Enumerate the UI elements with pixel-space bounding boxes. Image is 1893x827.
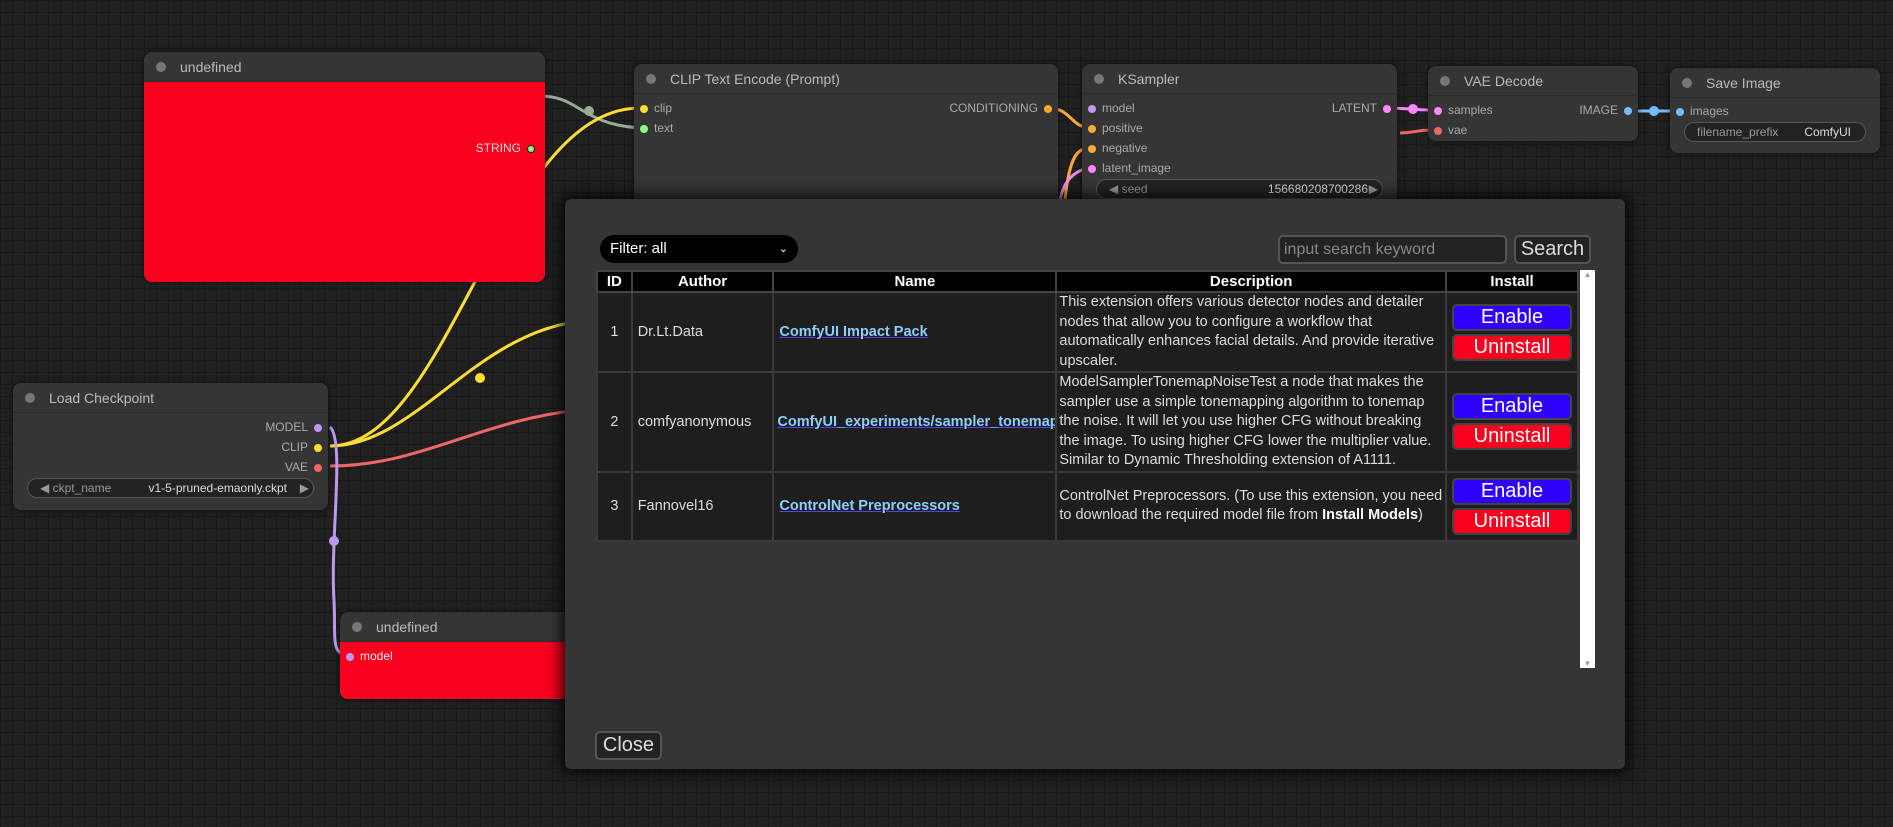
cell-id: 2: [596, 371, 633, 473]
node-title: undefined: [340, 612, 580, 642]
cell-install: Enable Uninstall: [1444, 371, 1580, 473]
ckpt-name-widget[interactable]: ◀ ckpt_name v1-5-pruned-emaonly.ckpt ▶: [27, 478, 314, 498]
node-title: CLIP Text Encode (Prompt): [634, 64, 1058, 94]
node-clip-text-encode[interactable]: CLIP Text Encode (Prompt) clip text COND…: [634, 64, 1058, 214]
cell-install: Enable Uninstall: [1444, 291, 1580, 373]
input-positive[interactable]: positive: [1082, 120, 1143, 136]
slot-dot-icon: [1088, 104, 1096, 113]
column-author: Author: [630, 270, 775, 293]
enable-button[interactable]: Enable: [1451, 393, 1572, 421]
slot-dot-icon: [1088, 144, 1096, 153]
node-vae-decode[interactable]: VAE Decode samples vae IMAGE: [1428, 66, 1638, 141]
cell-description: ModelSamplerTonemapNoiseTest a node that…: [1055, 371, 1447, 473]
node-undefined-top[interactable]: undefined STRING: [144, 52, 545, 282]
extension-link[interactable]: ControlNet Preprocessors: [772, 470, 1058, 542]
cell-description: This extension offers various detector n…: [1055, 291, 1447, 373]
slot-dot-icon: [1088, 164, 1096, 173]
slot-dot-icon: [314, 443, 322, 452]
cell-description: ControlNet Preprocessors. (To use this e…: [1055, 470, 1447, 542]
table-row: 2 comfyanonymous ComfyUI_experiments/sam…: [596, 371, 1580, 473]
node-title: undefined: [144, 52, 545, 82]
slot-dot-icon: [346, 652, 354, 661]
column-install: Install: [1444, 270, 1580, 293]
input-images[interactable]: images: [1670, 103, 1729, 119]
slot-dot-icon: [1044, 104, 1052, 113]
output-latent[interactable]: LATENT: [1332, 100, 1397, 116]
slot-dot-icon: [1088, 124, 1096, 133]
node-title: Load Checkpoint: [13, 383, 328, 413]
filename-prefix-widget[interactable]: filename_prefix ComfyUI: [1684, 122, 1866, 142]
scroll-up-icon[interactable]: ▲: [1583, 270, 1592, 279]
input-text[interactable]: text: [634, 120, 673, 136]
cell-author: Dr.Lt.Data: [630, 291, 775, 373]
output-conditioning[interactable]: CONDITIONING: [949, 100, 1058, 116]
column-description: Description: [1055, 270, 1447, 293]
search-button[interactable]: Search: [1514, 235, 1591, 264]
node-title: VAE Decode: [1428, 66, 1638, 96]
seed-widget[interactable]: ◀ seed 156680208700286 ▶: [1096, 179, 1383, 199]
custom-nodes-dialog: Filter: all ⌄ input search keyword Search…: [565, 199, 1625, 769]
search-input[interactable]: input search keyword: [1278, 235, 1507, 264]
input-negative[interactable]: negative: [1082, 140, 1147, 156]
slot-dot-icon: [1434, 126, 1442, 135]
node-title: Save Image: [1670, 68, 1880, 98]
column-id: ID: [596, 270, 633, 293]
slot-dot-icon: [1624, 106, 1632, 115]
slot-dot-icon: [640, 104, 648, 113]
slot-dot-icon: [1676, 107, 1684, 116]
filter-select[interactable]: Filter: all ⌄: [600, 235, 798, 263]
column-name: Name: [772, 270, 1058, 293]
cell-install: Enable Uninstall: [1444, 470, 1580, 542]
install-models-link[interactable]: Install Models: [1322, 507, 1419, 523]
input-clip[interactable]: clip: [634, 100, 672, 116]
input-vae[interactable]: vae: [1428, 122, 1467, 138]
output-vae[interactable]: VAE: [285, 459, 328, 475]
input-model[interactable]: model: [1082, 100, 1135, 116]
scroll-down-icon[interactable]: ▼: [1583, 659, 1592, 668]
extensions-table: ID Author Name Description Install 1 Dr.…: [596, 270, 1580, 542]
chevron-down-icon: ⌄: [778, 243, 788, 255]
table-scrollbar[interactable]: ▲ ▼: [1580, 270, 1595, 668]
uninstall-button[interactable]: Uninstall: [1451, 423, 1572, 451]
output-clip[interactable]: CLIP: [281, 439, 328, 455]
arrow-right-icon[interactable]: ▶: [299, 481, 309, 495]
enable-button[interactable]: Enable: [1451, 477, 1572, 505]
node-ksampler[interactable]: KSampler model positive negative latent_…: [1082, 64, 1397, 214]
output-image[interactable]: IMAGE: [1579, 102, 1638, 118]
enable-button[interactable]: Enable: [1451, 303, 1572, 331]
arrow-right-icon[interactable]: ▶: [1368, 182, 1378, 196]
table-row: 3 Fannovel16 ControlNet Preprocessors Co…: [596, 470, 1580, 542]
slot-dot-icon: [1434, 106, 1442, 115]
slot-dot-icon: [314, 423, 322, 432]
slot-dot-icon: [640, 124, 648, 133]
table-header: ID Author Name Description Install: [596, 270, 1580, 293]
close-button[interactable]: Close: [595, 731, 662, 760]
node-load-checkpoint[interactable]: Load Checkpoint MODEL CLIP VAE ◀ ckpt_na…: [13, 383, 328, 510]
table-row: 1 Dr.Lt.Data ComfyUI Impact Pack This ex…: [596, 291, 1580, 373]
input-samples[interactable]: samples: [1428, 102, 1493, 118]
slot-dot-icon: [314, 463, 322, 472]
extension-link[interactable]: ComfyUI Impact Pack: [772, 291, 1058, 373]
node-body: [340, 642, 580, 699]
uninstall-button[interactable]: Uninstall: [1451, 507, 1572, 535]
input-latent-image[interactable]: latent_image: [1082, 160, 1171, 176]
input-model[interactable]: model: [340, 648, 393, 664]
extension-link[interactable]: ComfyUI_experiments/sampler_tonemap: [772, 371, 1058, 473]
uninstall-button[interactable]: Uninstall: [1451, 333, 1572, 361]
output-model[interactable]: MODEL: [265, 419, 328, 435]
node-undefined-bottom[interactable]: undefined model: [340, 612, 580, 699]
output-string[interactable]: STRING: [476, 140, 541, 156]
slot-dot-icon: [1383, 104, 1391, 113]
cell-author: comfyanonymous: [630, 371, 775, 473]
node-title: KSampler: [1082, 64, 1397, 94]
node-body: [144, 82, 545, 282]
cell-author: Fannovel16: [630, 470, 775, 542]
slot-dot-icon: [527, 144, 535, 153]
node-save-image[interactable]: Save Image images filename_prefix ComfyUI: [1670, 68, 1880, 153]
cell-id: 1: [596, 291, 633, 373]
cell-id: 3: [596, 470, 633, 542]
